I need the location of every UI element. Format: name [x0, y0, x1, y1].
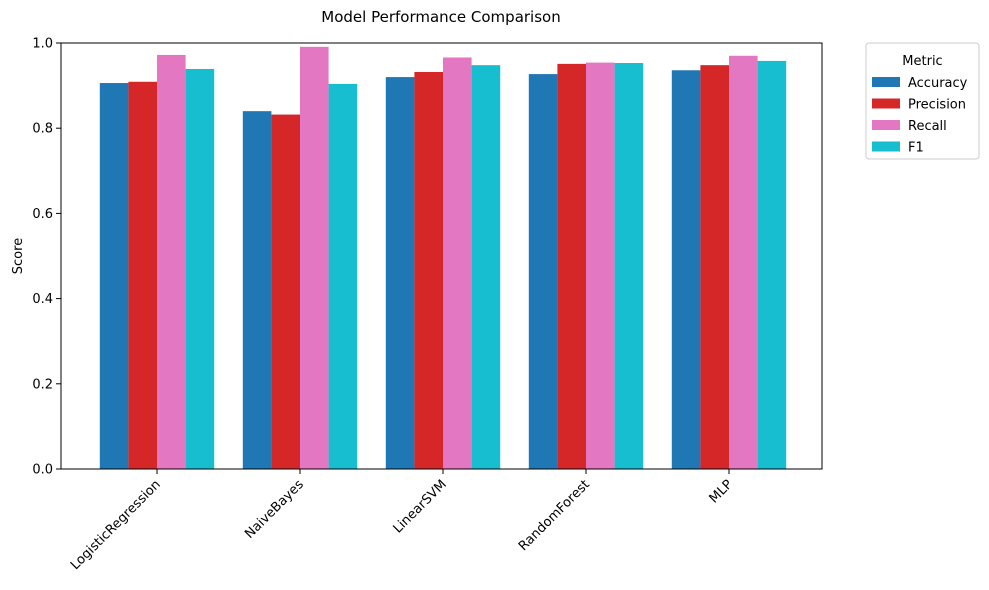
legend-label-precision: Precision: [908, 98, 966, 113]
bars-group: [99, 46, 787, 470]
bar-precision-mlp: [700, 65, 729, 470]
x-tick-label: LogisticRegression: [68, 477, 164, 573]
y-tick-label: 0.6: [32, 207, 53, 222]
bar-f1-logisticregression: [185, 68, 215, 470]
legend-title: Metric: [902, 54, 942, 69]
legend-swatch-precision: [872, 98, 900, 109]
bar-recall-linearsvm: [443, 57, 472, 469]
bar-accuracy-mlp: [671, 70, 701, 469]
bar-f1-mlp: [757, 60, 787, 469]
bar-accuracy-linearsvm: [385, 77, 415, 469]
bar-precision-randomforest: [557, 63, 586, 470]
x-tick-label: RandomForest: [516, 477, 593, 554]
y-axis-label: Score: [11, 238, 26, 274]
bar-precision-logisticregression: [128, 81, 157, 470]
legend-swatch-f1: [872, 141, 900, 152]
legend-label-recall: Recall: [908, 119, 947, 134]
bar-accuracy-randomforest: [528, 74, 558, 469]
bar-recall-logisticregression: [157, 54, 186, 470]
y-tick-label: 0.0: [32, 463, 53, 478]
bar-f1-randomforest: [614, 63, 644, 470]
y-tick-label: 0.2: [32, 377, 53, 392]
chart-title: Model Performance Comparison: [321, 8, 560, 26]
legend-swatch-recall: [872, 120, 900, 130]
legend-label-accuracy: Accuracy: [908, 76, 968, 91]
x-tick-label: MLP: [707, 477, 736, 506]
plot-frame: [60, 42, 823, 470]
bar-accuracy-logisticregression: [99, 83, 129, 469]
bar-recall-naivebayes: [300, 46, 329, 469]
legend-label-f1: F1: [908, 141, 924, 156]
x-tick-label: LinearSVM: [391, 477, 450, 536]
bar-f1-linearsvm: [471, 65, 501, 470]
y-tick-label: 0.4: [32, 292, 53, 307]
bar-accuracy-naivebayes: [242, 111, 272, 469]
bar-precision-naivebayes: [271, 114, 300, 469]
legend-swatch-accuracy: [872, 77, 900, 87]
y-tick-label: 0.8: [32, 122, 53, 137]
bar-f1-naivebayes: [328, 83, 358, 470]
y-tick-label: 1.0: [32, 37, 53, 52]
bar-precision-linearsvm: [414, 71, 443, 469]
x-tick-label: NaiveBayes: [242, 477, 307, 542]
bar-recall-randomforest: [586, 62, 615, 469]
bar-recall-mlp: [729, 55, 758, 469]
legend: Metric Accuracy Precision Recall F1: [865, 42, 980, 160]
